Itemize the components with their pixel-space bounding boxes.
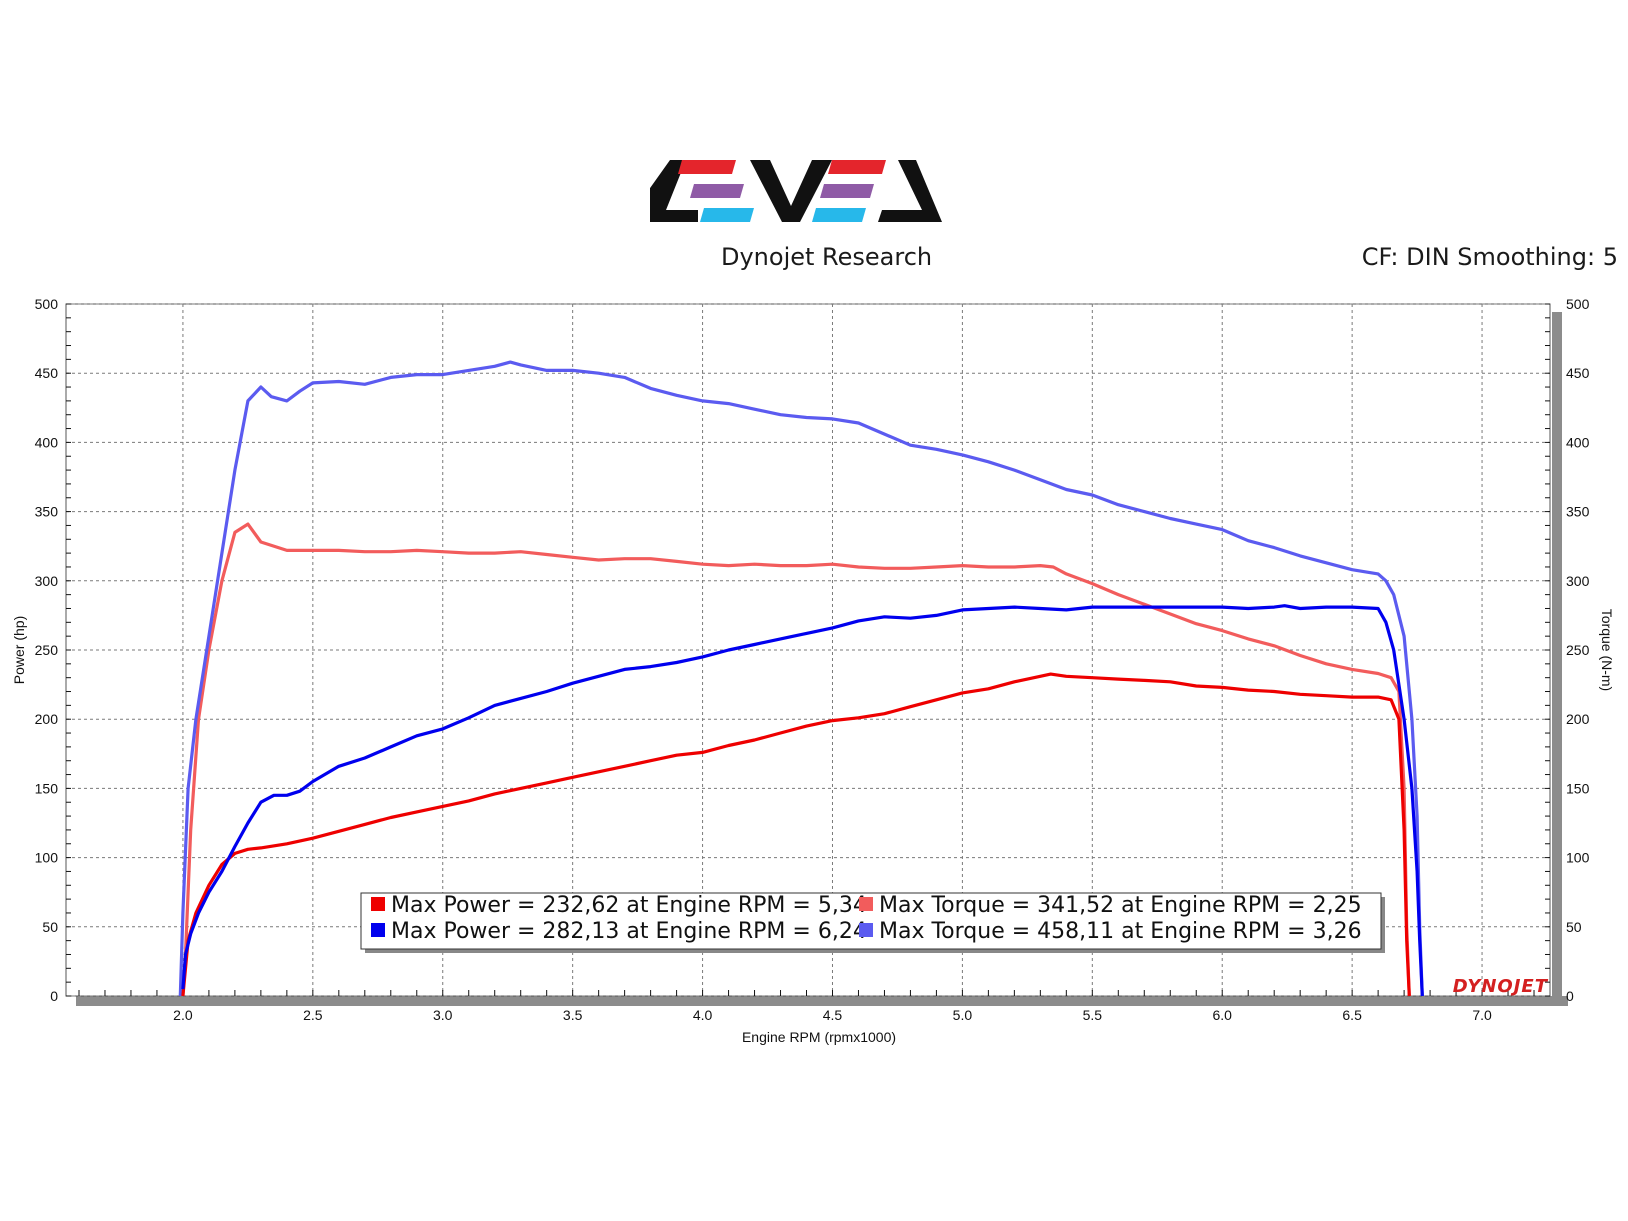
y-right-tick-label: 400 (1566, 434, 1590, 450)
legend-entry: Max Torque = 458,11 at Engine RPM = 3,26 (879, 919, 1362, 944)
legend-entry: Max Power = 282,13 at Engine RPM = 6,24 (391, 919, 867, 944)
y-left-tick-label: 50 (42, 919, 58, 935)
brand-title: Dynojet Research (721, 243, 933, 271)
x-tick-label: 2.0 (173, 1007, 193, 1023)
x-tick-label: 6.5 (1342, 1007, 1362, 1023)
logo-bar-red-left (678, 160, 736, 174)
x-tick-label: 5.0 (953, 1007, 973, 1023)
level-logo (650, 160, 942, 222)
y-right-tick-label: 150 (1566, 780, 1590, 796)
legend-swatch (859, 897, 873, 911)
y-left-tick-label: 500 (35, 296, 59, 312)
legend-entry: Max Power = 232,62 at Engine RPM = 5,34 (391, 893, 867, 918)
legend: Max Power = 232,62 at Engine RPM = 5,34 M… (360, 892, 1385, 953)
y-left-tick-label: 400 (35, 434, 59, 450)
y-right-tick-label: 300 (1566, 573, 1590, 589)
x-tick-label: 4.0 (693, 1007, 713, 1023)
plot-right-shade (1552, 312, 1562, 998)
logo-v (750, 160, 832, 222)
legend-entry: Max Torque = 341,52 at Engine RPM = 2,25 (879, 893, 1362, 918)
plot-bottom-shade (76, 996, 1568, 1006)
x-tick-label: 7.0 (1472, 1007, 1492, 1023)
series-line-1 (181, 522, 1411, 997)
y-right-axis-title: Torque (N-m) (1599, 609, 1615, 691)
y-right-tick-label: 200 (1566, 711, 1590, 727)
y-left-tick-label: 0 (50, 988, 58, 1004)
y-right-tick-label: 100 (1566, 850, 1590, 866)
legend-swatch (371, 923, 385, 937)
y-right-tick-label: 450 (1566, 365, 1590, 381)
y-left-tick-label: 250 (35, 642, 59, 658)
logo-bar-purple-left (690, 184, 744, 198)
y-left-tick-label: 300 (35, 573, 59, 589)
y-right-tick-label: 50 (1566, 919, 1582, 935)
y-right-tick-label: 350 (1566, 504, 1590, 520)
y-left-axis-title: Power (hp) (11, 616, 27, 684)
x-tick-label: 5.5 (1083, 1007, 1103, 1023)
logo-bar-purple-right (820, 184, 874, 198)
y-left-tick-label: 150 (35, 780, 59, 796)
x-tick-label: 3.5 (563, 1007, 583, 1023)
y-left-tick-label: 200 (35, 711, 59, 727)
logo-left-bracket (650, 160, 698, 222)
series-curves (178, 360, 1424, 997)
x-tick-label: 3.0 (433, 1007, 453, 1023)
legend-swatch (371, 897, 385, 911)
y-right-tick-label: 500 (1566, 296, 1590, 312)
x-tick-label: 4.5 (823, 1007, 843, 1023)
legend-swatch (859, 923, 873, 937)
logo-bar-cyan-left (700, 208, 754, 222)
y-left-tick-label: 450 (35, 365, 59, 381)
y-right-tick-label: 250 (1566, 642, 1590, 658)
x-tick-label: 6.0 (1212, 1007, 1232, 1023)
logo-right-bracket (878, 160, 942, 222)
x-tick-label: 2.5 (303, 1007, 323, 1023)
series-line-4 (181, 604, 1424, 997)
x-axis-title: Engine RPM (rpmx1000) (742, 1029, 896, 1045)
dynojet-watermark: DYNOJET (1453, 976, 1549, 997)
correction-factor-label: CF: DIN Smoothing: 5 (1361, 243, 1618, 271)
series-line-3 (181, 672, 1411, 997)
series-line-2 (178, 360, 1424, 997)
y-left-tick-label: 350 (35, 504, 59, 520)
logo-bar-cyan-right (812, 208, 866, 222)
logo-bar-red-right (828, 160, 886, 174)
axes: 2.0 2.5 3.0 3.5 4.0 4.5 5.0 5.5 6.0 6.5 7.0 0 0 50 50 1… (11, 296, 1615, 1045)
y-left-tick-label: 100 (35, 850, 59, 866)
y-right-tick-label: 0 (1566, 988, 1574, 1004)
